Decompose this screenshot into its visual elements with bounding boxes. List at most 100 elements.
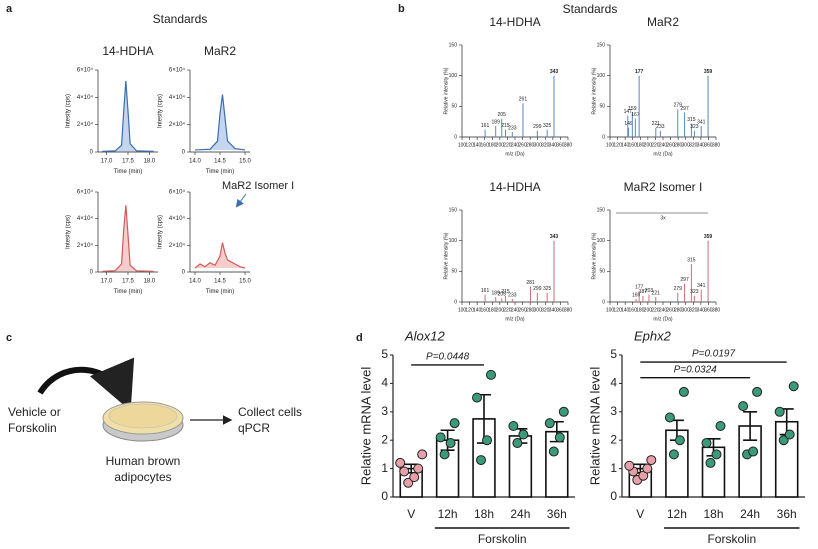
x-tick-label: 340 bbox=[697, 142, 706, 148]
x-tick-label: 320 bbox=[689, 307, 698, 313]
peak-label: 189 bbox=[492, 290, 501, 296]
x-tick-label: 14.5 bbox=[214, 279, 226, 285]
y-tick-label: 0 bbox=[90, 150, 94, 156]
peak-label: 261 bbox=[519, 97, 528, 103]
trace bbox=[194, 242, 246, 269]
chart-title: MaR2 bbox=[647, 15, 679, 29]
peak-label: 359 bbox=[704, 69, 713, 75]
peak-label: 297 bbox=[680, 277, 689, 283]
x-tick-label: 100 bbox=[458, 307, 467, 313]
y-tick-label: 0 bbox=[182, 270, 186, 276]
x-tick-label: 260 bbox=[666, 307, 675, 313]
y-tick-label: 2×10⁴ bbox=[169, 242, 186, 249]
x-tick-label: 340 bbox=[549, 307, 558, 313]
peak-label: 233 bbox=[508, 125, 517, 131]
peak-label: 323 bbox=[690, 289, 699, 295]
y-tick-label: 4 bbox=[610, 376, 617, 390]
chart-title: 14-HDHA bbox=[102, 44, 153, 58]
x-axis-label: Time (min) bbox=[114, 289, 142, 295]
y-tick-label: 3 bbox=[381, 404, 388, 418]
x-tick-label: 340 bbox=[697, 307, 706, 313]
x-tick-label: 14.0 bbox=[189, 279, 201, 285]
y-tick-label: 4×10⁴ bbox=[77, 94, 94, 101]
label: qPCR bbox=[238, 421, 270, 435]
x-tick-label: 240 bbox=[659, 142, 668, 148]
y-tick-label: 0 bbox=[610, 489, 617, 503]
y-axis-label: Intesity (cps) bbox=[66, 215, 72, 249]
x-tick-label: 360 bbox=[556, 142, 565, 148]
x-axis-label: m/z (Da) bbox=[653, 151, 673, 157]
x-axis-label: Time (min) bbox=[206, 169, 234, 175]
x-tick-label: 380 bbox=[712, 142, 721, 148]
data-point bbox=[395, 457, 406, 468]
data-point bbox=[778, 435, 789, 446]
x-tick-label: 120 bbox=[613, 142, 622, 148]
schematic: Vehicle or Forskolin Human brown adipocy… bbox=[8, 357, 302, 484]
data-point bbox=[784, 429, 795, 440]
x-tick-label: 24h bbox=[740, 507, 760, 521]
x-tick-label: 17.0 bbox=[101, 159, 113, 165]
data-point bbox=[476, 455, 486, 466]
x-tick-label: 240 bbox=[511, 142, 520, 148]
x-tick-label: 140 bbox=[621, 142, 630, 148]
data-point bbox=[554, 432, 565, 443]
panel-label: c bbox=[6, 332, 12, 344]
data-point bbox=[664, 412, 675, 423]
x-tick-label: 15.0 bbox=[239, 279, 251, 285]
x-tick-label: 120 bbox=[465, 142, 474, 148]
x-tick-label: 320 bbox=[541, 142, 550, 148]
y-tick-label: 0 bbox=[454, 299, 457, 305]
x-tick-label: 100 bbox=[606, 142, 615, 148]
x-tick-label: 36h bbox=[777, 507, 797, 521]
y-tick-label: 0 bbox=[182, 150, 186, 156]
x-tick-label: 360 bbox=[556, 307, 565, 313]
y-tick-label: 50 bbox=[599, 104, 605, 110]
x-tick-label: 18h bbox=[703, 507, 723, 521]
data-point bbox=[711, 449, 722, 460]
data-point bbox=[705, 457, 716, 468]
x-tick-label: 300 bbox=[534, 142, 543, 148]
peak-label: 177 bbox=[635, 69, 644, 75]
data-point bbox=[439, 449, 450, 460]
x-tick-label: 340 bbox=[549, 142, 558, 148]
x-tick-label: 220 bbox=[651, 142, 660, 148]
peak-label: 299 bbox=[533, 286, 542, 292]
x-tick-label: 160 bbox=[481, 142, 490, 148]
peak-label: 281 bbox=[526, 280, 535, 286]
x-tick-label: 280 bbox=[674, 307, 683, 313]
peak-label: 297 bbox=[680, 106, 689, 112]
data-point bbox=[646, 455, 657, 466]
peak-label: 187 bbox=[639, 289, 648, 295]
x-tick-label: 300 bbox=[682, 142, 691, 148]
data-point bbox=[642, 463, 653, 474]
peak-label: 161 bbox=[481, 123, 490, 129]
x-axis-label: m/z (Da) bbox=[505, 151, 525, 157]
y-tick-label: 0 bbox=[90, 270, 94, 276]
x-tick-label: 17.0 bbox=[101, 279, 113, 285]
peak-label: 341 bbox=[697, 119, 706, 125]
x-tick-label: 180 bbox=[488, 307, 497, 313]
x-tick-label: 18.0 bbox=[144, 279, 156, 285]
data-point bbox=[752, 386, 763, 397]
data-point bbox=[417, 449, 428, 460]
peak-label: 205 bbox=[498, 112, 507, 118]
error-bar bbox=[743, 411, 758, 441]
x-tick-label: 12h bbox=[667, 507, 687, 521]
x-tick-label: 17.5 bbox=[122, 159, 134, 165]
x-tick-label: 380 bbox=[564, 307, 573, 313]
x-tick-label: 200 bbox=[644, 142, 653, 148]
x-tick-label: 380 bbox=[564, 142, 573, 148]
annotation-arrow bbox=[235, 193, 247, 208]
peak-label: 343 bbox=[550, 69, 559, 75]
x-tick-label: 360 bbox=[704, 307, 713, 313]
y-tick-label: 4 bbox=[381, 376, 388, 390]
data-point bbox=[518, 429, 529, 440]
p-value: P=0.0324 bbox=[674, 364, 718, 375]
peak-label: 215 bbox=[501, 123, 510, 129]
y-tick-label: 100 bbox=[597, 73, 606, 79]
data-point bbox=[486, 369, 496, 380]
y-tick-label: 0 bbox=[602, 134, 605, 140]
y-tick-label: 0 bbox=[454, 134, 457, 140]
panel-label: a bbox=[6, 3, 13, 15]
